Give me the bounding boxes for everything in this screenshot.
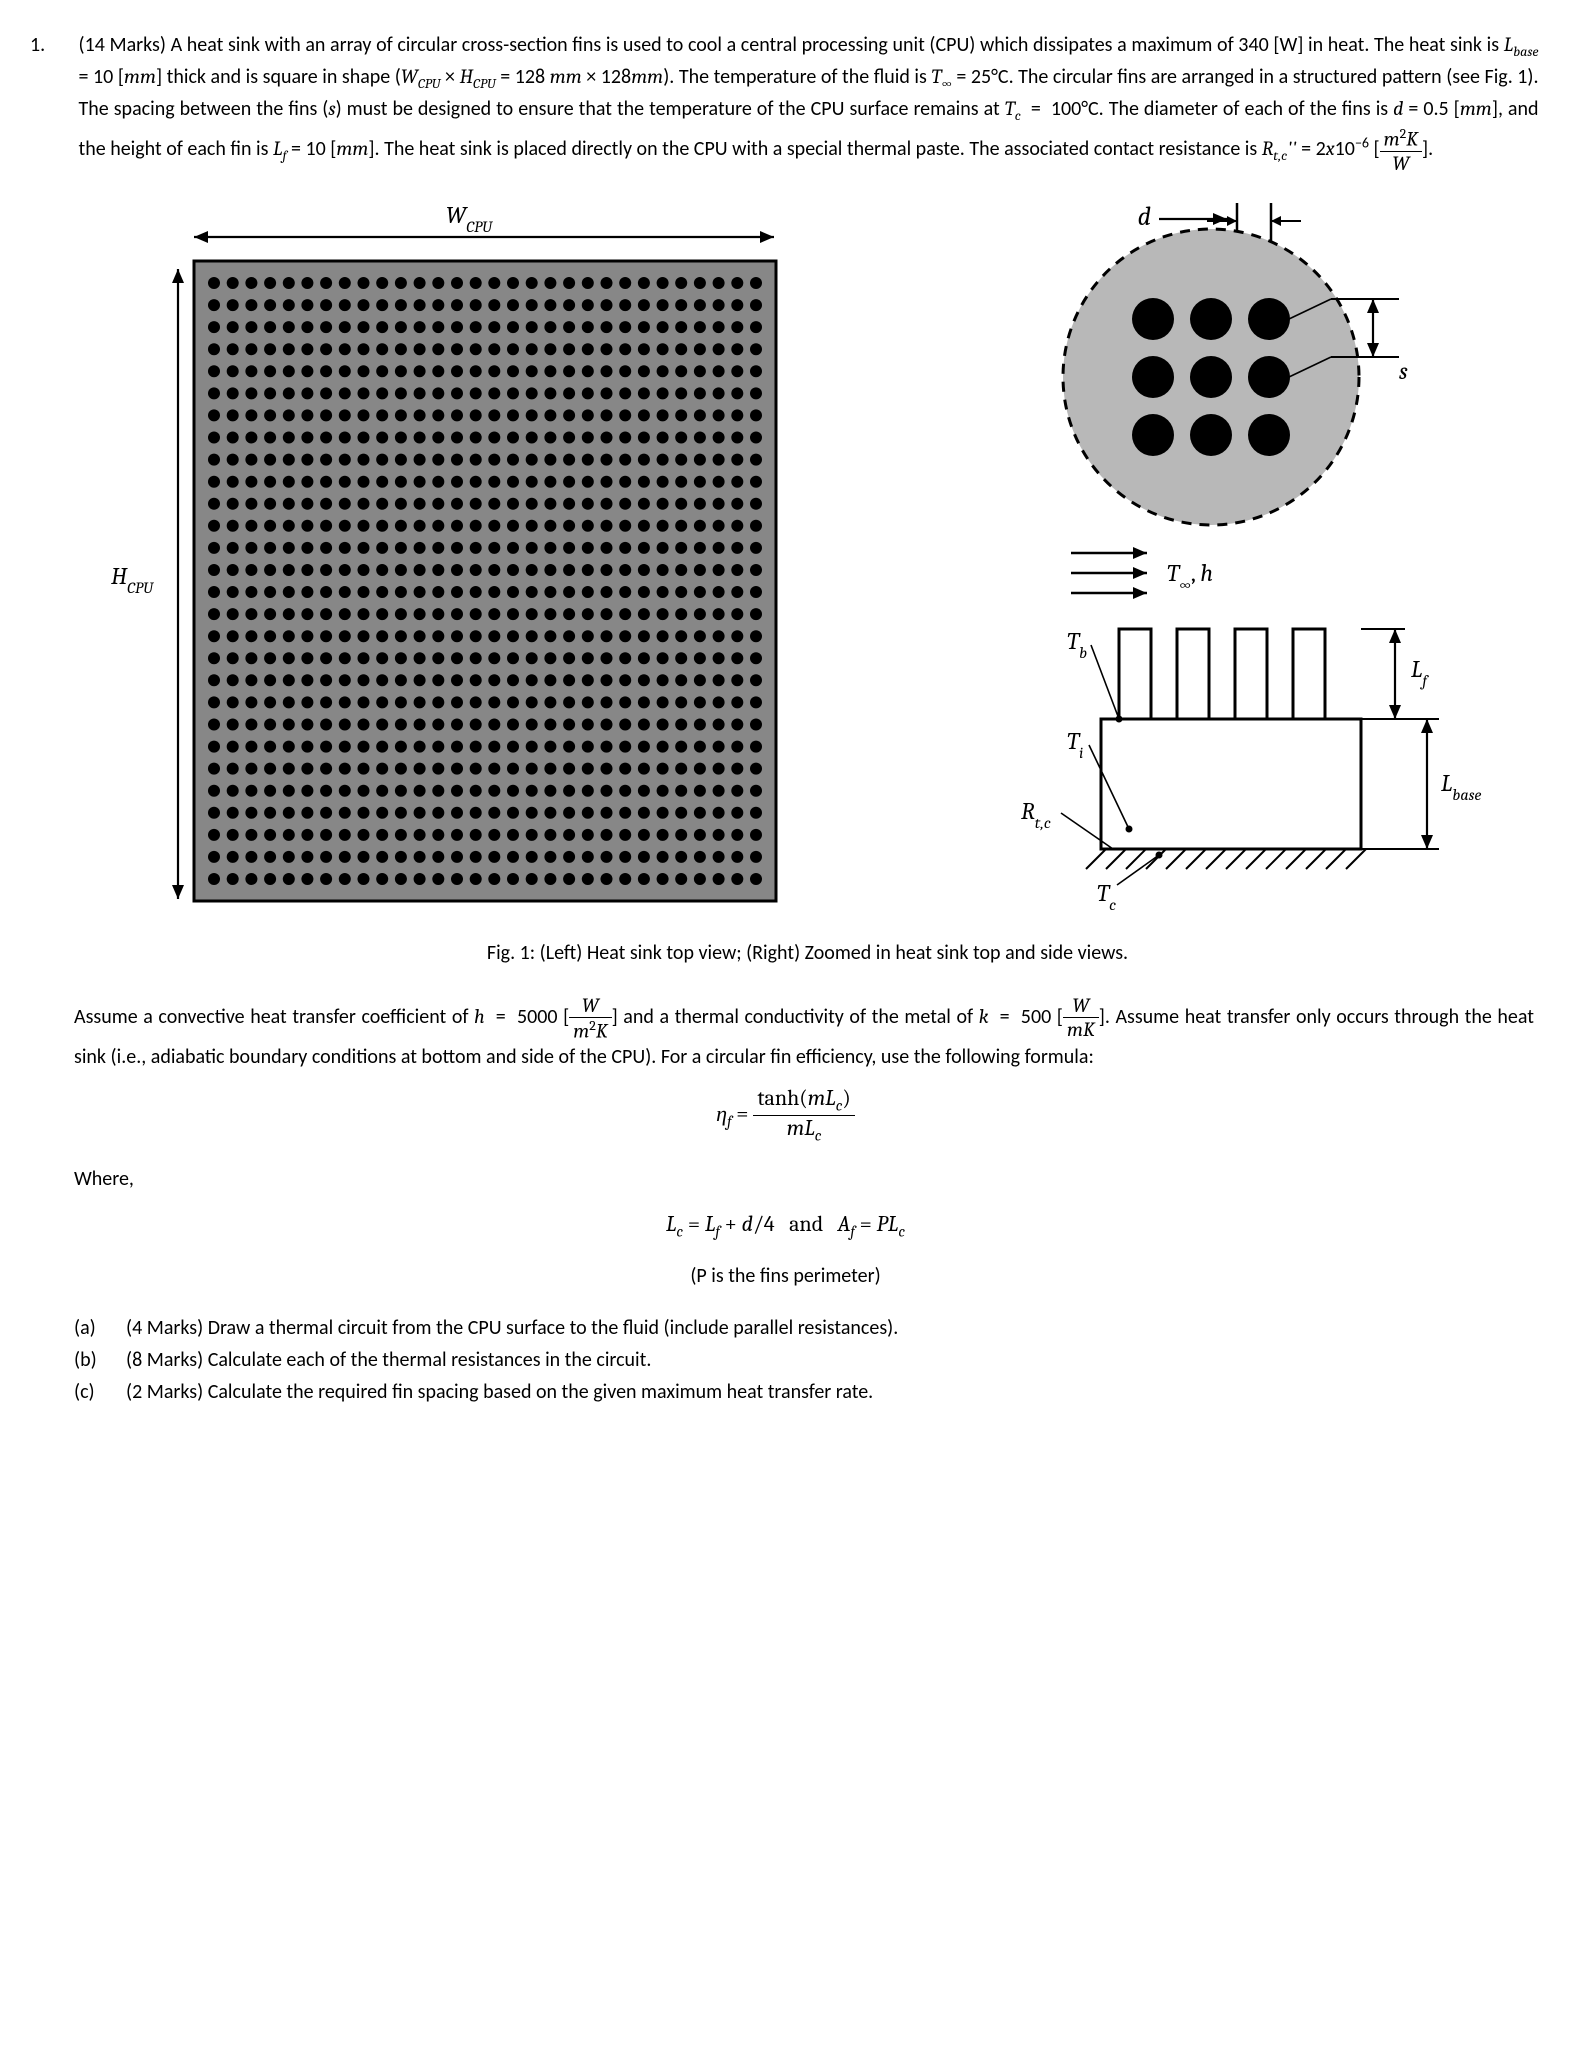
equation-eta: ηf = tanh(mLc)mLc: [30, 1086, 1541, 1145]
svg-text:WCPU: WCPU: [446, 201, 493, 236]
heatsink-top-view: WCPU HCPU: [74, 199, 814, 919]
subpart-label: (a): [74, 1313, 126, 1343]
equation-lc-af: Lc = Lf + d/4 and Af = PLc: [30, 1208, 1541, 1244]
question-number: 1.: [30, 30, 74, 60]
subpart-label: (b): [74, 1345, 126, 1375]
svg-text:s: s: [1399, 357, 1408, 385]
subpart-b: (b) (8 Marks) Calculate each of the ther…: [74, 1345, 1541, 1375]
subpart-label: (c): [74, 1377, 126, 1407]
svg-text:Tc: Tc: [1097, 879, 1116, 914]
subpart-c: (c) (2 Marks) Calculate the required fin…: [74, 1377, 1541, 1407]
svg-text:Tb: Tb: [1067, 627, 1087, 662]
paragraph-1: A heat sink with an array of circular cr…: [79, 33, 1539, 161]
marks-prefix: (14 Marks): [79, 33, 166, 57]
where-label: Where,: [30, 1164, 1541, 1194]
heatsink-zoom-views: d: [901, 199, 1541, 919]
paragraph-2: Assume a convective heat transfer coeffi…: [74, 994, 1534, 1073]
subpart-text: (8 Marks) Calculate each of the thermal …: [126, 1345, 1541, 1375]
question-row: 1. (14 Marks) A heat sink with an array …: [30, 30, 1541, 175]
figure-left: WCPU HCPU: [74, 199, 814, 928]
figure-row: WCPU HCPU d: [30, 199, 1541, 928]
svg-text:Lf: Lf: [1411, 655, 1429, 690]
subpart-text: (2 Marks) Calculate the required fin spa…: [126, 1377, 1541, 1407]
svg-text:T∞, h: T∞, h: [1167, 559, 1213, 594]
svg-text:Ti: Ti: [1067, 727, 1083, 762]
subpart-text: (4 Marks) Draw a thermal circuit from th…: [126, 1313, 1541, 1343]
svg-text:Lbase: Lbase: [1441, 769, 1481, 804]
page: 1. (14 Marks) A heat sink with an array …: [0, 0, 1571, 1439]
figure-caption: Fig. 1: (Left) Heat sink top view; (Righ…: [30, 938, 1541, 968]
question-body: (14 Marks) A heat sink with an array of …: [79, 30, 1539, 175]
figure-right: d: [901, 199, 1541, 928]
subpart-a: (a) (4 Marks) Draw a thermal circuit fro…: [74, 1313, 1541, 1343]
svg-text:HCPU: HCPU: [111, 562, 154, 597]
subparts-list: (a) (4 Marks) Draw a thermal circuit fro…: [30, 1313, 1541, 1407]
equation-note: (P is the fins perimeter): [30, 1261, 1541, 1291]
svg-text:Rt,c: Rt,c: [1021, 797, 1051, 832]
svg-text:d: d: [1138, 202, 1151, 232]
